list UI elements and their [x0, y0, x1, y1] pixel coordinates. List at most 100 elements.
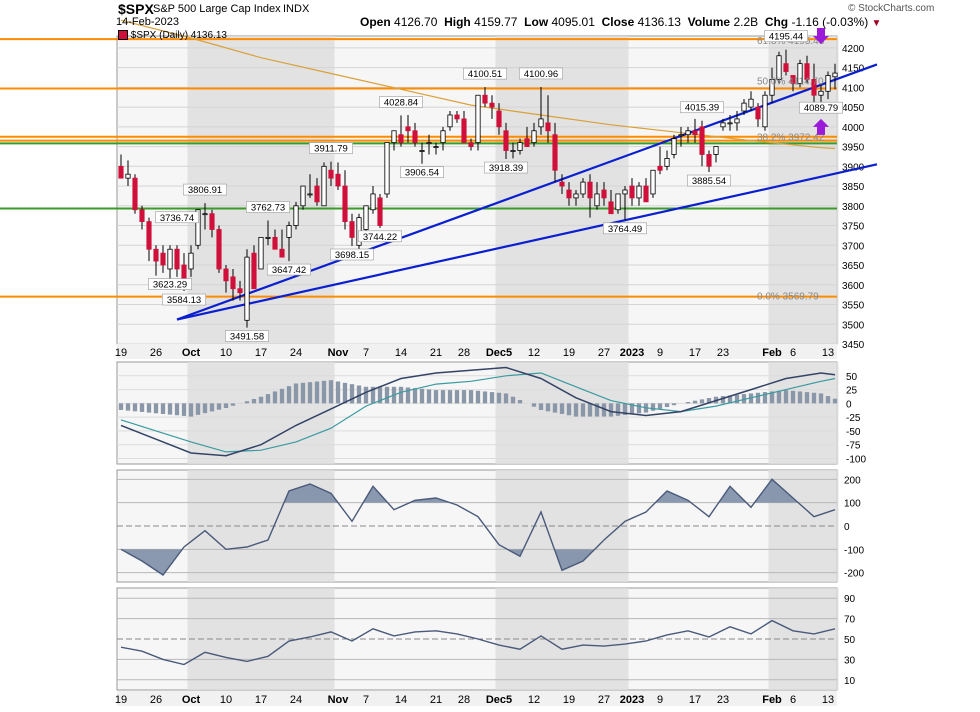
- price-callout: 3918.39: [489, 163, 523, 174]
- price-callout: 3806.91: [188, 185, 222, 196]
- candle-body: [714, 147, 718, 155]
- candle-body: [441, 131, 445, 143]
- price-callout: 4015.39: [685, 103, 719, 114]
- cci-tick-label: 200: [844, 475, 861, 486]
- candle-body: [350, 222, 354, 238]
- candle-body: [252, 253, 256, 289]
- macd-histogram-bar: [483, 391, 487, 403]
- date-tick-label: Oct: [182, 347, 201, 359]
- macd-histogram-bar: [364, 387, 368, 404]
- macd-tick-label: 0: [846, 399, 852, 410]
- macd-histogram-bar: [518, 400, 522, 403]
- macd-histogram-bar: [189, 403, 193, 416]
- index-name: S&P 500 Large Cap Index: [153, 3, 281, 15]
- candle-body: [532, 131, 536, 143]
- candle-body: [476, 95, 480, 142]
- macd-histogram-bar: [448, 390, 452, 403]
- rsi-tick-label: 90: [844, 594, 856, 605]
- date-tick-label: 23: [717, 694, 729, 706]
- candle-body: [399, 135, 403, 143]
- candle-body: [315, 186, 319, 202]
- macd-histogram-bar: [462, 390, 466, 403]
- candle-body: [483, 95, 487, 103]
- price-tick-label: 4050: [842, 103, 865, 114]
- candle-body: [672, 139, 676, 155]
- candle-body: [616, 194, 620, 210]
- price-callout: 3911.79: [314, 144, 348, 155]
- date-tick-label: Dec5: [486, 694, 512, 706]
- cci-tick-label: 0: [844, 522, 850, 533]
- macd-histogram-bar: [658, 403, 662, 409]
- macd-histogram-bar: [427, 389, 431, 403]
- watermark: © StockCharts.com: [848, 3, 934, 14]
- date-tick-label: 12: [528, 694, 540, 706]
- date-tick-label: Feb: [762, 347, 782, 359]
- price-tick-label: 3750: [842, 222, 865, 233]
- date-tick-label: 10: [220, 694, 232, 706]
- candle-body: [609, 202, 613, 214]
- macd-histogram-bar: [490, 392, 494, 403]
- candle-body: [161, 253, 165, 265]
- macd-histogram-bar: [609, 403, 613, 416]
- candle-body: [567, 190, 571, 198]
- rsi-tick-label: 50: [844, 635, 856, 646]
- price-tick-label: 3650: [842, 261, 865, 272]
- price-callout: 4089.79: [804, 103, 838, 114]
- macd-histogram-bar: [273, 391, 277, 403]
- candle-body: [385, 143, 389, 194]
- macd-histogram-bar: [588, 403, 592, 416]
- macd-tick-label: 50: [846, 372, 858, 383]
- macd-histogram-bar: [693, 401, 697, 404]
- date-tick-label: 28: [458, 347, 470, 359]
- candle-body: [511, 151, 515, 152]
- candle-body: [336, 174, 340, 186]
- candle-body: [763, 95, 767, 127]
- macd-histogram-bar: [504, 393, 508, 403]
- candle-body: [189, 253, 193, 269]
- candle-body: [819, 91, 823, 95]
- macd-histogram-bar: [336, 382, 340, 404]
- macd-histogram-bar: [497, 393, 501, 404]
- macd-histogram-bar: [686, 402, 690, 403]
- price-tick-label: 3600: [842, 281, 865, 292]
- candle-body: [203, 214, 207, 215]
- candle-body: [623, 190, 627, 194]
- price-tick-label: 4100: [842, 83, 865, 94]
- candle-body: [434, 147, 438, 148]
- date-tick-label: 7: [363, 347, 369, 359]
- candle-body: [301, 186, 305, 206]
- macd-histogram-bar: [175, 403, 179, 415]
- low-label: Low: [524, 15, 548, 29]
- candle-body: [588, 182, 592, 198]
- fib-label: 38.2% 3972.42: [757, 133, 825, 144]
- date-tick-label: Nov: [328, 347, 350, 359]
- candle-body: [455, 115, 459, 119]
- candle-body: [448, 115, 452, 127]
- date-tick-label: 23: [717, 347, 729, 359]
- candle-body: [497, 111, 501, 127]
- date-tick-label: Feb: [762, 694, 782, 706]
- candle-body: [693, 131, 697, 135]
- price-callout: 3584.13: [167, 295, 201, 306]
- candle-body: [231, 277, 235, 289]
- macd-histogram-bar: [434, 390, 438, 403]
- macd-histogram-bar: [126, 403, 130, 410]
- candle-body: [420, 151, 424, 152]
- candle-body: [553, 135, 557, 171]
- macd-histogram-bar: [756, 393, 760, 404]
- date-tick-label: 7: [363, 694, 369, 706]
- macd-tick-label: -25: [846, 413, 861, 424]
- macd-histogram-bar: [119, 403, 123, 410]
- macd-histogram-bar: [294, 384, 298, 404]
- macd-panel-month-band: [769, 362, 839, 464]
- candle-body: [371, 194, 375, 210]
- candle-body: [700, 127, 704, 155]
- candle-body: [644, 186, 648, 202]
- legend-text: $SPX (Daily) 4136.13: [131, 30, 227, 41]
- candle-body: [574, 194, 578, 198]
- macd-histogram-bar: [532, 403, 536, 406]
- candle-body: [217, 229, 221, 268]
- chg-value: -1.16 (-0.03%): [791, 15, 868, 29]
